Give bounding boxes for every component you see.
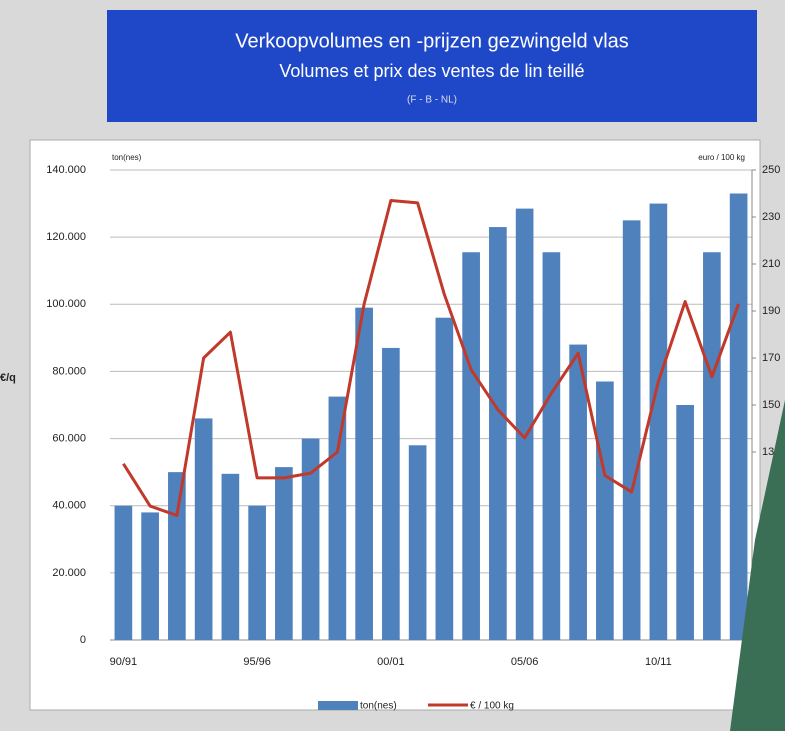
side-label: €/q — [0, 372, 16, 384]
legend-label: € / 100 kg — [470, 701, 514, 712]
bar — [649, 203, 668, 641]
bar — [194, 418, 213, 640]
chart-note: (F - B - NL) — [407, 95, 457, 106]
x-tick-label: 95/96 — [243, 656, 271, 668]
y2-axis-label: euro / 100 kg — [698, 153, 745, 162]
y2-tick-label: 230 — [762, 211, 780, 223]
x-tick-label: 90/91 — [110, 656, 138, 668]
y2-tick-label: 170 — [762, 352, 780, 364]
y2-tick-label: 250 — [762, 164, 780, 176]
bar — [141, 512, 159, 640]
y-tick-label: 0 — [80, 634, 86, 646]
bar — [622, 220, 641, 640]
bar — [676, 405, 694, 640]
bar — [408, 445, 427, 640]
bar — [462, 252, 480, 640]
bar — [355, 307, 373, 640]
bar — [382, 347, 400, 640]
y-tick-label: 40.000 — [52, 500, 86, 512]
x-tick-label: 00/01 — [377, 656, 405, 668]
y-tick-label: 140.000 — [46, 164, 86, 176]
bar — [703, 252, 721, 640]
y-tick-label: 100.000 — [46, 298, 86, 310]
bar — [542, 252, 561, 640]
y-axis-label: ton(nes) — [112, 153, 142, 162]
bar — [275, 467, 293, 640]
y2-tick-label: 190 — [762, 305, 780, 317]
y2-tick-label: 150 — [762, 399, 780, 411]
bar — [435, 317, 454, 640]
y-tick-label: 60.000 — [52, 432, 86, 444]
bar — [569, 344, 587, 640]
y-tick-label: 120.000 — [46, 231, 86, 243]
title-box — [107, 10, 757, 122]
bar — [729, 193, 748, 640]
legend-label: ton(nes) — [360, 701, 397, 712]
chart-subtitle: Volumes et prix des ventes de lin teillé — [279, 61, 584, 81]
line — [122, 199, 741, 517]
y2-tick-label: 210 — [762, 258, 780, 270]
bar — [489, 227, 507, 641]
bar — [301, 438, 320, 640]
bar — [328, 396, 347, 640]
y-tick-label: 80.000 — [52, 365, 86, 377]
chart-title: Verkoopvolumes en -prijzen gezwingeld vl… — [235, 30, 629, 52]
y-tick-label: 20.000 — [52, 567, 86, 579]
bar — [221, 473, 240, 640]
bar — [248, 505, 266, 640]
bar — [168, 472, 186, 640]
bar — [515, 208, 534, 640]
x-tick-label: 05/06 — [511, 656, 539, 668]
overlay-shape — [730, 400, 785, 731]
legend-swatch — [318, 701, 358, 710]
bar — [596, 381, 614, 640]
x-tick-label: 10/11 — [645, 656, 672, 668]
bar — [114, 505, 133, 640]
